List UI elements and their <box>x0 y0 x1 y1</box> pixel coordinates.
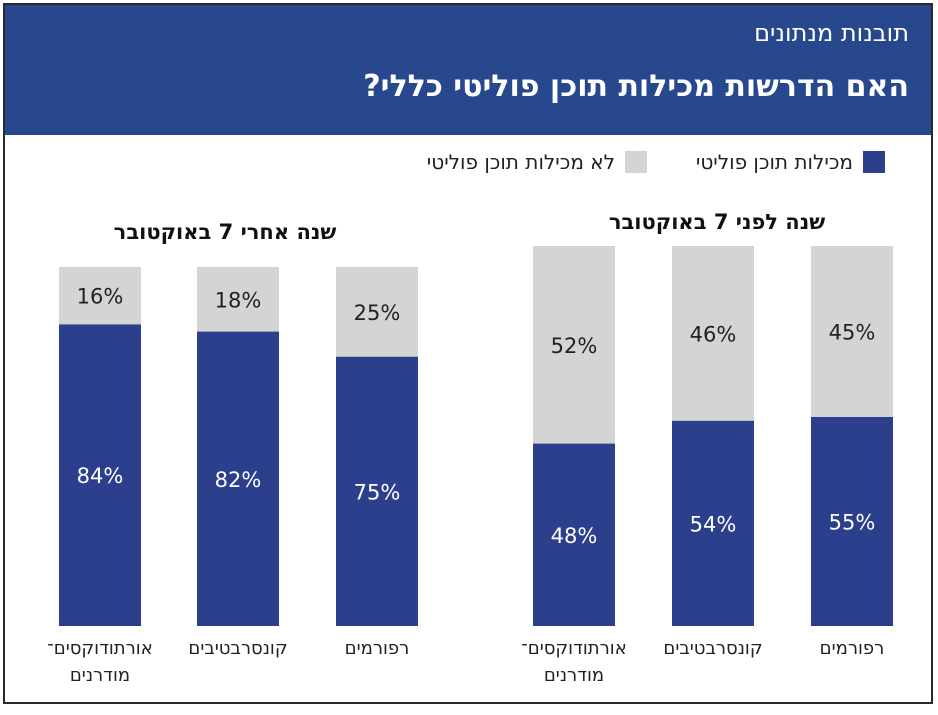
bar-political-1-0 <box>336 356 418 626</box>
bar-non-political-0-2 <box>533 246 615 444</box>
category-label-0-0-0: רפורמים <box>820 638 885 659</box>
category-label-1-2-1: מודרנים <box>70 665 130 686</box>
kicker-text: תובנות מנתונים <box>754 19 909 47</box>
category-label-0-1-0: קונסרבטיבים <box>663 638 762 659</box>
legend-item-non-political: לא מכילות תוכן פוליטי <box>427 147 647 177</box>
legend-label-political: מכילות תוכן פוליטי <box>695 150 853 174</box>
bar-political-0-1 <box>672 420 754 626</box>
bar-non-political-0-0 <box>811 246 893 417</box>
data-label-non-political-1-2: 16% <box>77 285 124 309</box>
category-label-0-2-1: מודרנים <box>544 665 604 686</box>
data-label-political-1-2: 84% <box>77 464 124 488</box>
data-label-political-1-1: 82% <box>215 468 262 492</box>
legend-item-political: מכילות תוכן פוליטי <box>696 147 885 177</box>
legend-label-non-political: לא מכילות תוכן פוליטי <box>426 150 615 174</box>
data-label-political-0-1: 54% <box>690 512 737 536</box>
data-label-non-political-1-0: 25% <box>354 301 401 325</box>
legend-swatch-non-political <box>625 151 647 173</box>
bar-non-political-1-1 <box>197 267 279 332</box>
data-label-non-political-0-1: 46% <box>690 322 737 346</box>
bar-political-0-2 <box>533 443 615 626</box>
bar-political-1-2 <box>59 324 141 626</box>
chart-title-1: שנה אחרי 7 באוקטובר <box>114 220 337 244</box>
data-label-political-0-0: 55% <box>829 511 876 535</box>
data-label-non-political-1-1: 18% <box>215 288 262 312</box>
data-label-political-0-2: 48% <box>551 524 598 548</box>
page-title: האם הדרשות מכילות תוכן פוליטי כללי? <box>363 69 909 104</box>
bar-political-1-1 <box>197 331 279 626</box>
category-label-1-1-0: קונסרבטיבים <box>188 638 287 659</box>
data-label-political-1-0: 75% <box>354 480 401 504</box>
chart-title-0: שנה לפני 7 באוקטובר <box>609 210 825 234</box>
header-banner: תובנות מנתונים האם הדרשות מכילות תוכן פו… <box>5 5 931 135</box>
data-label-non-political-0-2: 52% <box>551 334 598 358</box>
bar-non-political-1-2 <box>59 267 141 325</box>
bar-non-political-0-1 <box>672 246 754 421</box>
data-label-non-political-0-0: 45% <box>829 321 876 345</box>
bar-political-0-0 <box>811 417 893 626</box>
infographic-frame: תובנות מנתונים האם הדרשות מכילות תוכן פו… <box>3 3 933 704</box>
legend: מכילות תוכן פוליטי לא מכילות תוכן פוליטי <box>5 147 931 177</box>
category-label-1-0-0: רפורמים <box>345 638 410 659</box>
category-label-1-2-0: אורתודוקסים־ <box>47 638 152 659</box>
legend-swatch-political <box>863 151 885 173</box>
category-label-0-2-0: אורתודוקסים־ <box>521 638 626 659</box>
bar-non-political-1-0 <box>336 267 418 357</box>
stacked-bar-charts: שנה לפני 7 באוקטובר 45% 55% רפורמים 46% 54% קו… <box>47 210 893 686</box>
